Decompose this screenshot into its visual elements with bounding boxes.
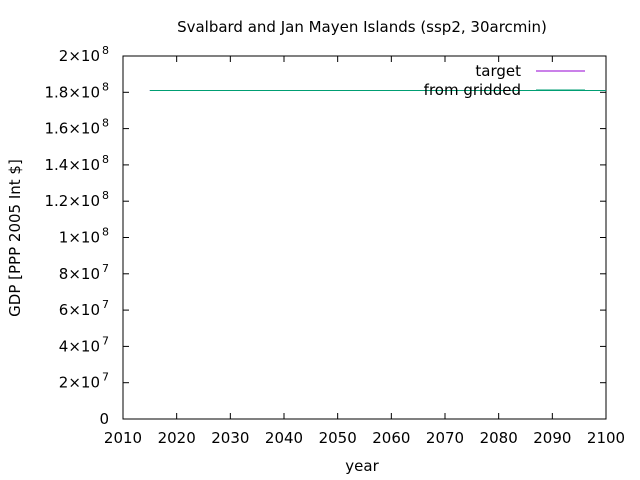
y-tick-exponent: 7 bbox=[102, 262, 109, 275]
y-tick-mantissa: 1.6×10 bbox=[44, 120, 100, 138]
legend-label: target bbox=[475, 62, 521, 80]
x-axis: 2010 2020 2030 2040 2050 2060 2070 2080 2090 2100 bbox=[104, 56, 625, 447]
x-tick-label: 2020 bbox=[158, 429, 196, 447]
y-axis-label: GDP [PPP 2005 Int $] bbox=[6, 159, 24, 317]
y-tick-exponent: 8 bbox=[102, 189, 109, 202]
y-tick-label: 1.4×10 8 bbox=[44, 153, 109, 174]
x-axis-label: year bbox=[345, 457, 379, 475]
x-tick-label: 2090 bbox=[533, 429, 571, 447]
y-tick-mantissa: 4×10 bbox=[59, 337, 100, 355]
y-tick-label: 1.6×10 8 bbox=[44, 117, 109, 138]
y-tick-mantissa: 1.4×10 bbox=[44, 156, 100, 174]
y-tick-exponent: 8 bbox=[102, 153, 109, 166]
y-tick-label: 4×10 7 bbox=[59, 334, 109, 355]
y-axis: 02×10 74×10 76×10 78×10 71×10 81.2×10 81.4×10 8… bbox=[44, 44, 606, 428]
y-tick-exponent: 7 bbox=[102, 371, 109, 384]
y-tick-mantissa: 1.8×10 bbox=[44, 83, 100, 101]
y-tick-exponent: 8 bbox=[102, 226, 109, 239]
plot-frame bbox=[122, 55, 607, 420]
x-tick-label: 2040 bbox=[265, 429, 303, 447]
y-tick-exponent: 8 bbox=[102, 117, 109, 130]
y-tick-mantissa: 8×10 bbox=[59, 265, 100, 283]
x-tick-label: 2060 bbox=[372, 429, 410, 447]
y-tick-label: 8×10 7 bbox=[59, 262, 109, 283]
x-tick-label: 2050 bbox=[319, 429, 357, 447]
x-tick-label: 2030 bbox=[211, 429, 249, 447]
y-tick-mantissa: 0 bbox=[99, 410, 109, 428]
x-tick-label: 2100 bbox=[587, 429, 625, 447]
y-tick-exponent: 8 bbox=[102, 80, 109, 93]
y-tick-label: 2×10 8 bbox=[59, 44, 109, 65]
y-tick-exponent: 7 bbox=[102, 298, 109, 311]
chart-title: Svalbard and Jan Mayen Islands (ssp2, 30… bbox=[177, 18, 547, 36]
y-tick-label: 6×10 7 bbox=[59, 298, 109, 319]
y-tick-mantissa: 1×10 bbox=[59, 229, 100, 247]
y-tick-label: 2×10 7 bbox=[59, 371, 109, 392]
y-tick-exponent: 8 bbox=[102, 44, 109, 57]
y-tick-mantissa: 2×10 bbox=[59, 47, 100, 65]
y-tick-mantissa: 6×10 bbox=[59, 301, 100, 319]
y-tick-label: 1.8×10 8 bbox=[44, 80, 109, 101]
y-tick-label: 0 bbox=[99, 410, 109, 428]
x-tick-label: 2080 bbox=[480, 429, 518, 447]
y-tick-label: 1×10 8 bbox=[59, 226, 109, 247]
y-tick-label: 1.2×10 8 bbox=[44, 189, 109, 210]
x-tick-label: 2010 bbox=[104, 429, 142, 447]
y-tick-exponent: 7 bbox=[102, 334, 109, 347]
legend-label: from gridded bbox=[424, 81, 521, 99]
y-tick-mantissa: 2×10 bbox=[59, 374, 100, 392]
x-tick-label: 2070 bbox=[426, 429, 464, 447]
y-tick-mantissa: 1.2×10 bbox=[44, 192, 100, 210]
